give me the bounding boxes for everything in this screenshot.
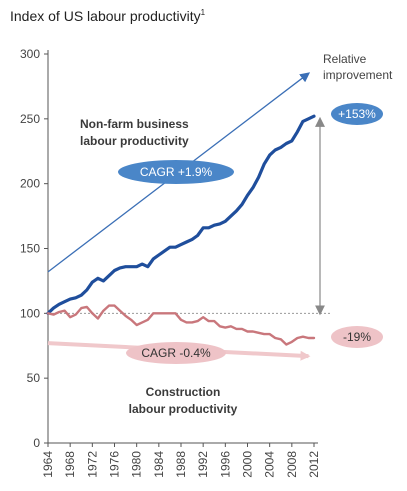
nonfarm-change-oval: [331, 103, 383, 125]
x-tick-label: 1964: [41, 451, 55, 478]
x-tick-label: 1980: [130, 451, 144, 478]
nonfarm-cagr-oval: [118, 160, 234, 184]
construction-change-oval: [331, 326, 383, 348]
y-tick-label: 200: [20, 177, 40, 191]
annotations-group: Non-farm business labour productivity Cons…: [80, 52, 393, 416]
y-tick-label: 300: [20, 47, 40, 61]
chart-title: Index of US labour productivity1: [10, 8, 206, 24]
nonfarm-cagr-text: CAGR +1.9%: [140, 165, 213, 179]
x-tick-label: 1984: [152, 451, 166, 478]
y-tick-label: 250: [20, 112, 40, 126]
construction-cagr-oval: [126, 342, 226, 364]
axes-group: 0 50 100 150 200 250 300 1964 1968 1972 1976 1980 19…: [20, 47, 330, 478]
series-group: [46, 114, 316, 346]
x-tick-label: 2012: [307, 451, 321, 478]
title-footnote: 1: [200, 8, 206, 17]
construction-label-line2: labour productivity: [129, 402, 238, 416]
y-tick-label: 0: [33, 436, 40, 450]
x-tick-label: 2008: [285, 451, 299, 478]
x-tick-label: 2000: [241, 451, 255, 478]
construction-cagr-text: CAGR -0.4%: [141, 346, 211, 360]
nonfarm-label-line1: Non-farm business: [80, 117, 189, 131]
nonfarm-label-line2: labour productivity: [80, 134, 189, 148]
relative-label-line1: Relative: [323, 52, 367, 66]
y-tick-label: 100: [20, 306, 40, 320]
relative-label-line2: improvement: [323, 68, 393, 82]
x-tick-label: 1968: [63, 451, 77, 478]
y-tick-label: 50: [27, 371, 41, 385]
construction-series-line: [46, 304, 316, 346]
x-tick-label: 1972: [85, 451, 99, 478]
nonfarm-change-text: +153%: [338, 107, 376, 121]
x-tick-label: 1988: [174, 451, 188, 478]
y-tick-label: 150: [20, 242, 40, 256]
x-tick-label: 1996: [218, 451, 232, 478]
construction-change-text: -19%: [343, 330, 371, 344]
construction-label-line1: Construction: [146, 385, 221, 399]
nonfarm-series-line: [46, 114, 316, 315]
x-tick-label: 1992: [196, 451, 210, 478]
x-tick-label: 2004: [263, 451, 277, 478]
x-tick-label: 1976: [108, 451, 122, 478]
